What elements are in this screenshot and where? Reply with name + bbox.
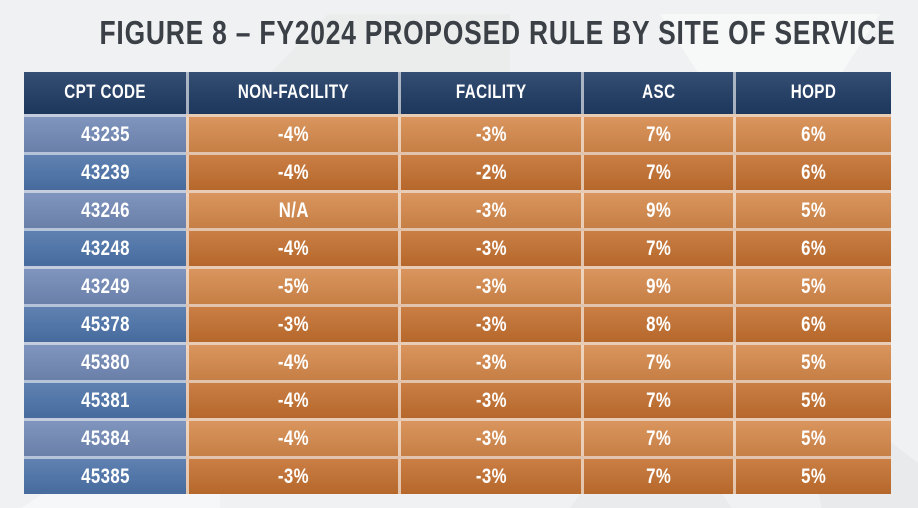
figure-title-text: FIGURE 8 – FY2024 PROPOSED RULE BY SITE …	[99, 14, 896, 51]
facility-value-cell: -3%	[398, 228, 581, 266]
column-header-cpt-code: CPT CODE	[24, 72, 186, 114]
facility-value-cell: -3%	[398, 342, 581, 380]
hopd-value-cell: 5%	[733, 380, 891, 418]
non-facility-value-cell: -4%	[186, 418, 398, 456]
non-facility-value-cell: -3%	[186, 304, 398, 342]
non-facility-value-cell: -4%	[186, 152, 398, 190]
cpt-code-cell: 45378	[24, 304, 186, 342]
cpt-code-cell: 43239	[24, 152, 186, 190]
facility-value-cell: -3%	[398, 266, 581, 304]
figure-title: FIGURE 8 – FY2024 PROPOSED RULE BY SITE …	[0, 14, 918, 52]
non-facility-value-cell: -4%	[186, 380, 398, 418]
hopd-value-cell: 5%	[733, 266, 891, 304]
site-of-service-table: CPT CODE NON-FACILITY FACILITY ASC HOPD …	[24, 72, 891, 494]
cpt-code-cell: 45385	[24, 456, 186, 494]
facility-value-cell: -2%	[398, 152, 581, 190]
column-header-asc: ASC	[581, 72, 733, 114]
hopd-value-cell: 5%	[733, 456, 891, 494]
hopd-value-cell: 5%	[733, 190, 891, 228]
facility-value-cell: -3%	[398, 190, 581, 228]
cpt-code-cell: 43248	[24, 228, 186, 266]
asc-value-cell: 9%	[581, 266, 733, 304]
hopd-value-cell: 6%	[733, 152, 891, 190]
non-facility-value-cell: -4%	[186, 228, 398, 266]
asc-value-cell: 8%	[581, 304, 733, 342]
cpt-code-cell: 45380	[24, 342, 186, 380]
facility-value-cell: -3%	[398, 380, 581, 418]
facility-value-cell: -3%	[398, 114, 581, 152]
asc-value-cell: 7%	[581, 342, 733, 380]
non-facility-value-cell: -3%	[186, 456, 398, 494]
cpt-code-cell: 43246	[24, 190, 186, 228]
cpt-code-cell: 43235	[24, 114, 186, 152]
cpt-code-cell: 45381	[24, 380, 186, 418]
non-facility-value-cell: -5%	[186, 266, 398, 304]
asc-value-cell: 7%	[581, 114, 733, 152]
cpt-code-cell: 45384	[24, 418, 186, 456]
cpt-code-cell: 43249	[24, 266, 186, 304]
hopd-value-cell: 5%	[733, 342, 891, 380]
hopd-value-cell: 6%	[733, 304, 891, 342]
asc-value-cell: 9%	[581, 190, 733, 228]
facility-value-cell: -3%	[398, 418, 581, 456]
asc-value-cell: 7%	[581, 418, 733, 456]
facility-value-cell: -3%	[398, 456, 581, 494]
hopd-value-cell: 6%	[733, 114, 891, 152]
facility-value-cell: -3%	[398, 304, 581, 342]
asc-value-cell: 7%	[581, 228, 733, 266]
column-header-hopd: HOPD	[733, 72, 891, 114]
hopd-value-cell: 5%	[733, 418, 891, 456]
column-header-non-facility: NON-FACILITY	[186, 72, 398, 114]
asc-value-cell: 7%	[581, 456, 733, 494]
non-facility-value-cell: -4%	[186, 114, 398, 152]
non-facility-value-cell: N/A	[186, 190, 398, 228]
asc-value-cell: 7%	[581, 152, 733, 190]
column-header-facility: FACILITY	[398, 72, 581, 114]
asc-value-cell: 7%	[581, 380, 733, 418]
non-facility-value-cell: -4%	[186, 342, 398, 380]
hopd-value-cell: 6%	[733, 228, 891, 266]
